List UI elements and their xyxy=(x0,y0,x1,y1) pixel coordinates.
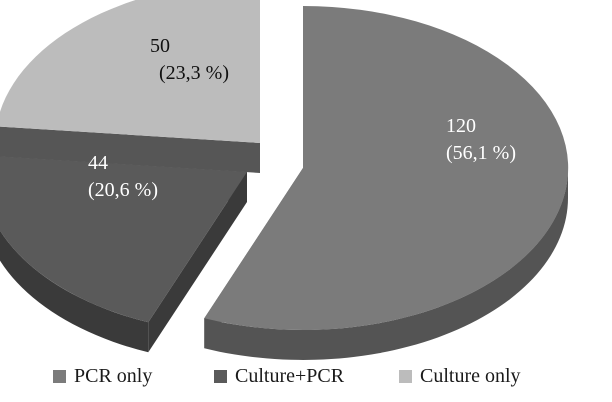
slice-rim-culture-pcr-0 xyxy=(0,230,149,353)
legend-item-pcr-only: PCR only xyxy=(53,365,152,388)
slice-rim-pcr-only-0 xyxy=(204,168,569,360)
slice-percent-label-culture-pcr: (20,6 %) xyxy=(88,179,158,201)
legend-swatch-culture-pcr xyxy=(214,369,227,383)
legend-swatch-pcr-only xyxy=(53,369,66,383)
slice-pcr-only xyxy=(204,5,569,330)
legend-swatch-culture-only xyxy=(399,369,412,383)
slice-wall-culture-pcr-0 xyxy=(148,172,247,353)
slice-culture-pcr xyxy=(0,156,247,323)
slice-value-label-culture-pcr: 44 xyxy=(88,152,108,174)
legend-item-culture-pcr: Culture+PCR xyxy=(214,365,344,388)
legend-item-culture-only: Culture only xyxy=(399,365,521,388)
slices-group xyxy=(0,0,569,360)
legend-label-pcr-only: PCR only xyxy=(74,364,153,387)
slice-culture-only xyxy=(0,0,260,143)
slice-percent-label-pcr-only: (56,1 %) xyxy=(446,142,516,164)
slice-percent-label-culture-only: (23,3 %) xyxy=(159,62,229,84)
slice-side-culture-only xyxy=(0,126,260,173)
slice-wall-culture-only-0 xyxy=(0,126,260,173)
legend: PCR only Culture+PCR Culture only xyxy=(0,364,612,388)
legend-label-culture-only: Culture only xyxy=(420,364,521,387)
labels-group: 120 (56,1 %) 44 (20,6 %) 50 (23,3 %) xyxy=(88,35,516,201)
slice-value-label-pcr-only: 120 xyxy=(446,115,476,137)
legend-label-culture-pcr: Culture+PCR xyxy=(235,364,345,387)
slice-value-label-culture-only: 50 xyxy=(150,35,170,57)
